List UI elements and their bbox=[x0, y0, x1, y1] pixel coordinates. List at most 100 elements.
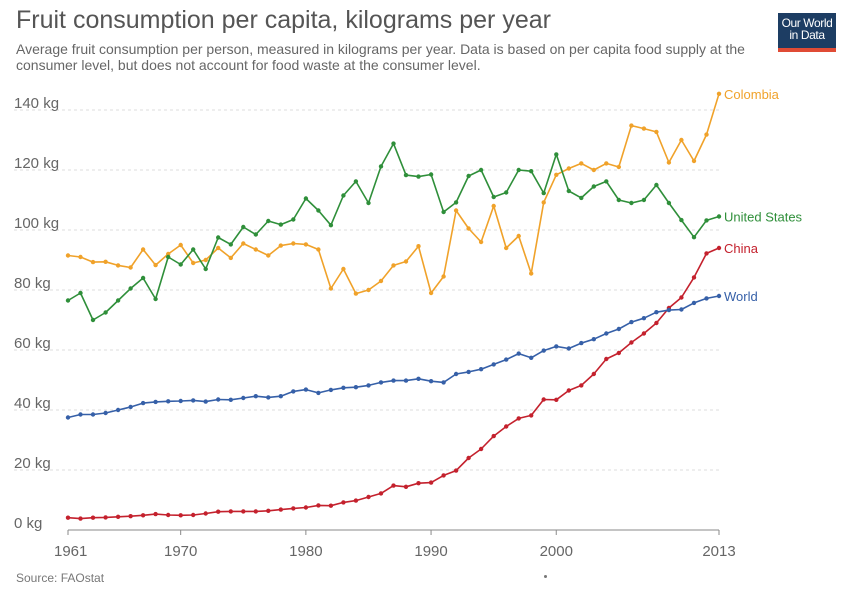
data-point[interactable] bbox=[140, 275, 146, 281]
data-point[interactable] bbox=[591, 184, 596, 189]
data-point[interactable] bbox=[216, 397, 221, 402]
data-point[interactable] bbox=[65, 253, 71, 258]
data-point[interactable] bbox=[403, 259, 409, 264]
data-point[interactable] bbox=[716, 91, 722, 97]
data-point[interactable] bbox=[391, 483, 396, 488]
data-point[interactable] bbox=[140, 513, 146, 518]
data-point[interactable] bbox=[629, 123, 634, 128]
data-point[interactable] bbox=[704, 251, 709, 256]
data-point[interactable] bbox=[328, 286, 334, 291]
data-point[interactable] bbox=[241, 241, 246, 246]
data-point[interactable] bbox=[228, 255, 233, 261]
data-point[interactable] bbox=[566, 166, 571, 171]
data-point[interactable] bbox=[529, 355, 534, 360]
data-point[interactable] bbox=[453, 200, 459, 205]
data-point[interactable] bbox=[616, 326, 621, 332]
data-point[interactable] bbox=[353, 179, 359, 184]
data-point[interactable] bbox=[103, 410, 108, 416]
data-point[interactable] bbox=[228, 397, 233, 402]
data-point[interactable] bbox=[516, 233, 521, 239]
data-point[interactable] bbox=[341, 266, 346, 272]
data-point[interactable] bbox=[654, 182, 659, 188]
data-point[interactable] bbox=[441, 274, 446, 279]
data-point[interactable] bbox=[616, 350, 621, 356]
series-world[interactable] bbox=[65, 293, 722, 420]
data-point[interactable] bbox=[566, 388, 571, 393]
data-point[interactable] bbox=[253, 232, 258, 237]
data-point[interactable] bbox=[403, 172, 409, 178]
data-point[interactable] bbox=[353, 498, 359, 503]
data-point[interactable] bbox=[241, 395, 246, 401]
data-point[interactable] bbox=[416, 376, 421, 381]
data-point[interactable] bbox=[691, 275, 697, 280]
data-point[interactable] bbox=[216, 509, 221, 514]
data-point[interactable] bbox=[691, 300, 697, 306]
data-point[interactable] bbox=[403, 378, 409, 383]
data-point[interactable] bbox=[103, 259, 108, 264]
data-point[interactable] bbox=[416, 481, 421, 486]
data-point[interactable] bbox=[604, 179, 609, 184]
data-point[interactable] bbox=[291, 389, 296, 394]
data-point[interactable] bbox=[391, 141, 396, 146]
data-point[interactable] bbox=[679, 295, 684, 300]
data-point[interactable] bbox=[328, 503, 334, 508]
data-point[interactable] bbox=[504, 245, 509, 251]
data-point[interactable] bbox=[65, 515, 71, 520]
data-point[interactable] bbox=[566, 346, 571, 351]
data-point[interactable] bbox=[466, 173, 471, 179]
data-point[interactable] bbox=[341, 385, 346, 390]
data-point[interactable] bbox=[591, 167, 596, 173]
data-point[interactable] bbox=[316, 247, 321, 252]
data-point[interactable] bbox=[278, 222, 283, 227]
data-point[interactable] bbox=[316, 503, 321, 508]
data-point[interactable] bbox=[591, 337, 596, 342]
data-point[interactable] bbox=[716, 293, 722, 299]
data-point[interactable] bbox=[166, 512, 171, 518]
data-point[interactable] bbox=[516, 416, 521, 421]
data-point[interactable] bbox=[366, 287, 371, 293]
data-point[interactable] bbox=[541, 397, 546, 402]
data-point[interactable] bbox=[704, 132, 709, 137]
data-point[interactable] bbox=[504, 424, 509, 429]
data-point[interactable] bbox=[228, 509, 233, 514]
data-point[interactable] bbox=[629, 319, 634, 325]
data-point[interactable] bbox=[153, 511, 158, 517]
data-point[interactable] bbox=[341, 500, 346, 505]
series-china[interactable] bbox=[65, 245, 722, 521]
data-point[interactable] bbox=[90, 515, 96, 520]
data-point[interactable] bbox=[554, 152, 559, 157]
data-point[interactable] bbox=[441, 473, 446, 478]
data-point[interactable] bbox=[203, 399, 208, 404]
data-point[interactable] bbox=[328, 223, 334, 228]
data-point[interactable] bbox=[554, 344, 559, 349]
data-point[interactable] bbox=[378, 164, 384, 169]
data-point[interactable] bbox=[128, 265, 133, 270]
data-point[interactable] bbox=[704, 218, 709, 223]
data-point[interactable] bbox=[178, 242, 183, 248]
data-point[interactable] bbox=[453, 371, 459, 377]
owid-logo[interactable]: Our World in Data bbox=[778, 13, 836, 52]
data-point[interactable] bbox=[428, 379, 434, 384]
data-point[interactable] bbox=[128, 286, 133, 291]
data-point[interactable] bbox=[579, 195, 584, 201]
data-point[interactable] bbox=[566, 188, 571, 194]
data-point[interactable] bbox=[266, 253, 271, 258]
data-point[interactable] bbox=[466, 226, 471, 231]
data-point[interactable] bbox=[679, 137, 684, 143]
data-point[interactable] bbox=[416, 174, 421, 179]
data-point[interactable] bbox=[391, 378, 396, 383]
data-point[interactable] bbox=[216, 235, 221, 240]
data-point[interactable] bbox=[428, 290, 434, 296]
data-point[interactable] bbox=[416, 244, 421, 249]
data-point[interactable] bbox=[604, 331, 609, 336]
data-point[interactable] bbox=[291, 217, 296, 222]
data-point[interactable] bbox=[366, 200, 371, 206]
data-point[interactable] bbox=[704, 296, 709, 301]
data-point[interactable] bbox=[666, 200, 672, 206]
data-point[interactable] bbox=[353, 291, 359, 296]
data-point[interactable] bbox=[491, 194, 496, 200]
data-point[interactable] bbox=[516, 351, 521, 356]
data-point[interactable] bbox=[278, 507, 283, 512]
data-point[interactable] bbox=[266, 218, 271, 224]
data-point[interactable] bbox=[554, 172, 559, 177]
